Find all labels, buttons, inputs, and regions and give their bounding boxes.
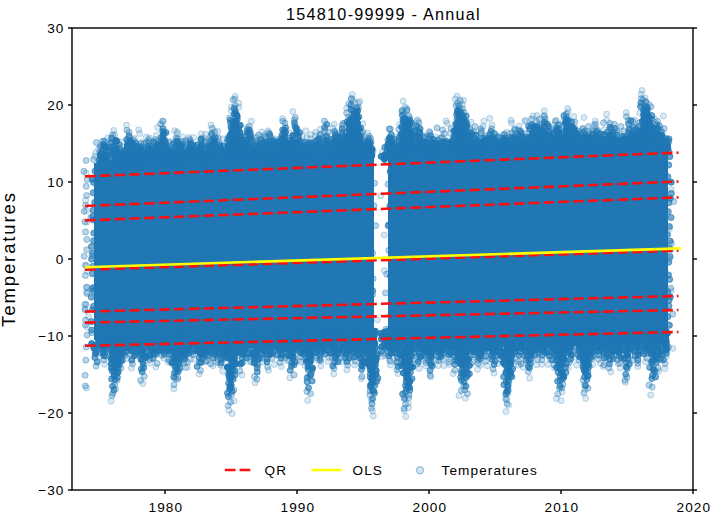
svg-text:2000: 2000 — [412, 500, 447, 515]
svg-text:−30: −30 — [38, 483, 64, 498]
svg-text:−10: −10 — [38, 329, 64, 344]
svg-text:0: 0 — [56, 252, 65, 267]
svg-text:1990: 1990 — [280, 500, 315, 515]
svg-text:2020: 2020 — [676, 500, 711, 515]
svg-text:−20: −20 — [38, 406, 64, 421]
svg-text:1980: 1980 — [148, 500, 183, 515]
svg-text:Temperatures: Temperatures — [0, 191, 19, 327]
svg-text:OLS: OLS — [353, 463, 384, 478]
svg-text:QR: QR — [265, 463, 288, 478]
svg-text:30: 30 — [47, 21, 64, 36]
svg-text:10: 10 — [47, 175, 64, 190]
svg-text:Temperatures: Temperatures — [442, 463, 538, 478]
svg-text:2010: 2010 — [544, 500, 579, 515]
svg-text:20: 20 — [47, 98, 64, 113]
svg-text:154810-99999 - Annual: 154810-99999 - Annual — [286, 5, 481, 23]
